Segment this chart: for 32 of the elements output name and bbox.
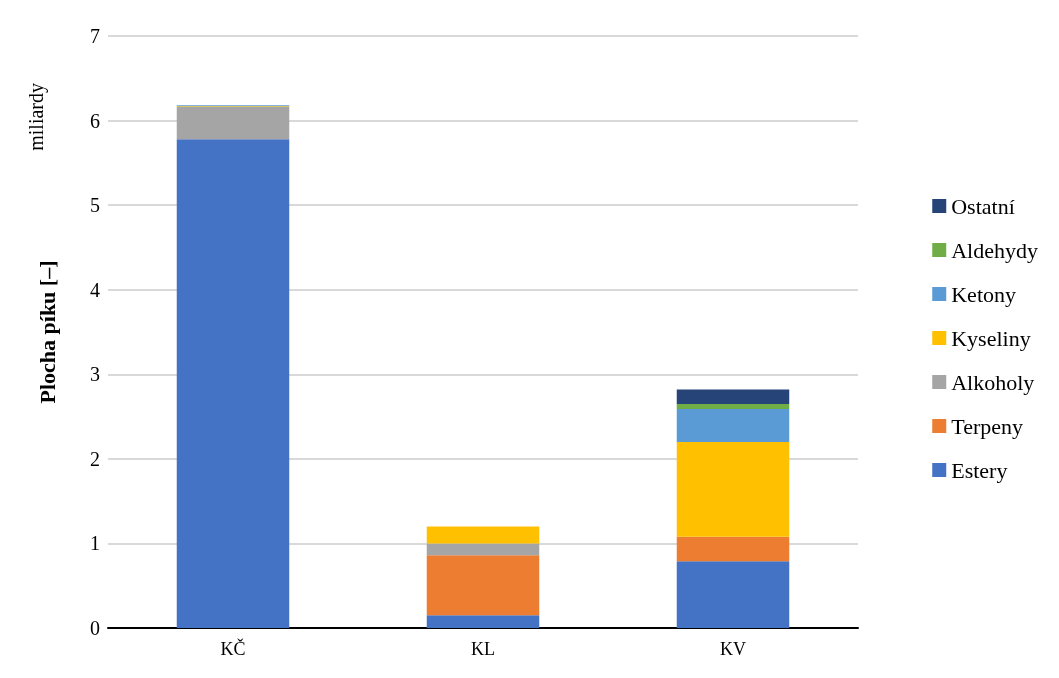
y-tick-label: 6 xyxy=(90,109,100,132)
legend-label: Kyseliny xyxy=(951,325,1031,351)
bar xyxy=(676,536,790,562)
x-tick-label: KV xyxy=(720,639,746,659)
bar xyxy=(426,555,540,616)
bar xyxy=(426,615,540,628)
y-tick-label: 1 xyxy=(90,532,100,555)
bar xyxy=(676,403,790,409)
legend-label: Terpeny xyxy=(951,413,1023,439)
legend-label: Aldehydy xyxy=(951,237,1038,263)
y-tick-label: 0 xyxy=(90,617,100,639)
bar xyxy=(426,543,540,556)
y-tick-label: 5 xyxy=(90,194,100,217)
y-tick-label: 3 xyxy=(90,363,100,386)
bar xyxy=(676,389,790,404)
bar xyxy=(176,139,290,628)
legend-label: Estery xyxy=(951,457,1008,483)
bar xyxy=(426,526,540,544)
bar xyxy=(676,441,790,537)
legend-label: Ostatní xyxy=(951,193,1015,219)
y-tick-label: 2 xyxy=(90,447,100,470)
bar xyxy=(676,408,790,442)
y-tick-label: 7 xyxy=(90,25,100,47)
legend-label: Ketony xyxy=(951,281,1016,307)
x-tick-label: KL xyxy=(471,639,495,659)
bar xyxy=(676,561,790,628)
bar xyxy=(176,107,290,140)
text: miliardy xyxy=(25,83,48,151)
y-tick-label: 4 xyxy=(90,278,100,301)
legend-label: Alkoholy xyxy=(951,369,1035,395)
y-axis-title: Plocha píku [–] xyxy=(34,260,60,404)
x-tick-label: KČ xyxy=(220,638,246,659)
